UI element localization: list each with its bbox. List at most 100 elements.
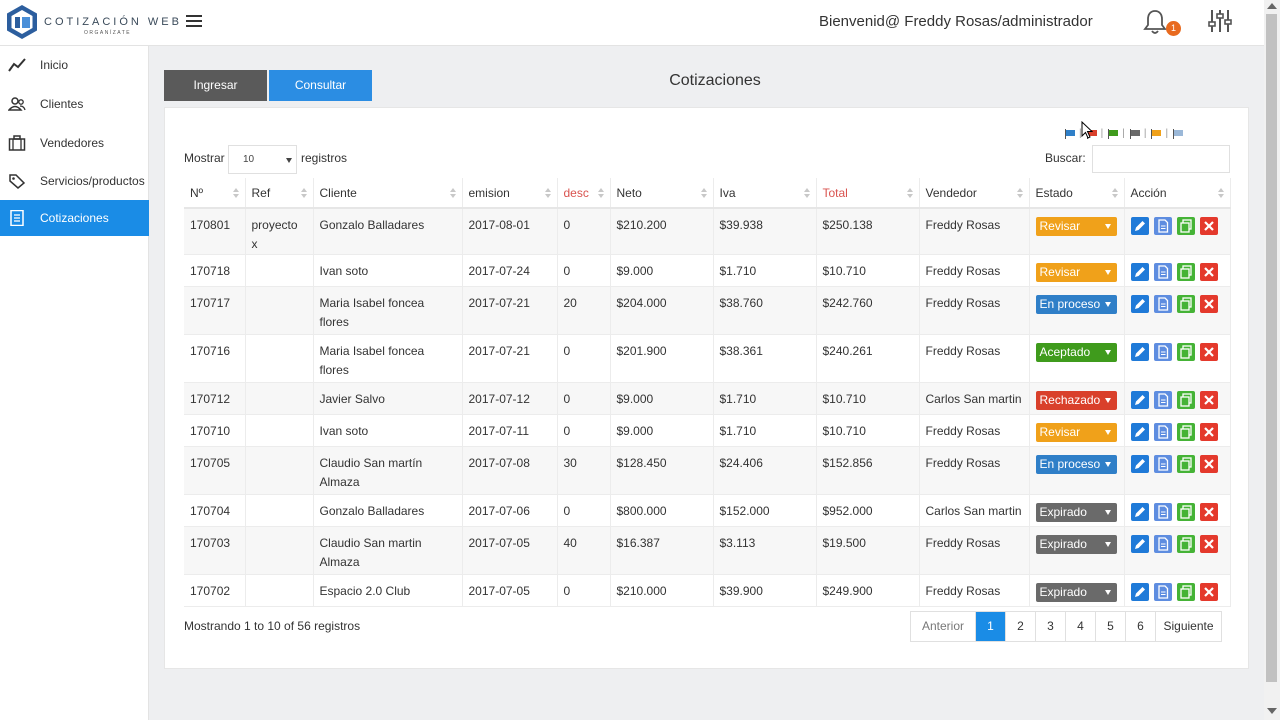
- table-row[interactable]: 170704 Gonzalo Balladares 2017-07-06 0 $800.…: [184, 494, 1231, 527]
- column-header[interactable]: Total: [816, 178, 920, 209]
- table-row[interactable]: 170718 Ivan soto 2017-07-24 0 $9.000 $1.710 $1…: [184, 254, 1231, 287]
- copy-icon[interactable]: [1176, 263, 1195, 281]
- edit-pencil-icon[interactable]: [1130, 295, 1149, 313]
- edit-pencil-icon[interactable]: [1130, 263, 1149, 281]
- pdf-document-icon[interactable]: [1153, 391, 1172, 409]
- delete-x-icon[interactable]: [1199, 217, 1218, 235]
- delete-x-icon[interactable]: [1199, 343, 1218, 361]
- edit-pencil-icon[interactable]: [1130, 217, 1149, 235]
- pagination-page-3[interactable]: 3: [1036, 612, 1066, 641]
- sidebar-item-servicios[interactable]: Servicios/productos: [0, 163, 149, 199]
- sidebar-item-inicio[interactable]: Inicio: [0, 47, 149, 83]
- status-dropdown[interactable]: Expirado: [1035, 503, 1117, 522]
- delete-x-icon[interactable]: [1199, 503, 1218, 521]
- consultar-button[interactable]: Consultar: [269, 70, 372, 101]
- table-row[interactable]: 170801 proyecto x Gonzalo Balladares 2017-0…: [184, 208, 1231, 255]
- sort-arrows-icon[interactable]: [1111, 188, 1118, 200]
- edit-pencil-icon[interactable]: [1130, 503, 1149, 521]
- sort-arrows-icon[interactable]: [300, 188, 307, 200]
- sort-arrows-icon[interactable]: [1217, 188, 1224, 200]
- edit-pencil-icon[interactable]: [1130, 391, 1149, 409]
- column-header[interactable]: Ref: [245, 178, 314, 209]
- page-size-select[interactable]: 10: [228, 145, 297, 174]
- table-row[interactable]: 170712 Javier Salvo 2017-07-12 0 $9.000 $1.71…: [184, 382, 1231, 415]
- delete-x-icon[interactable]: [1199, 423, 1218, 441]
- flag-filter-icon[interactable]: [1063, 128, 1077, 140]
- sort-arrows-icon[interactable]: [906, 188, 913, 200]
- pagination-next-button[interactable]: Siguiente: [1163, 619, 1214, 633]
- copy-icon[interactable]: [1176, 423, 1195, 441]
- pdf-document-icon[interactable]: [1153, 455, 1172, 473]
- column-header[interactable]: desc: [557, 178, 611, 209]
- edit-pencil-icon[interactable]: [1130, 423, 1149, 441]
- scroll-up-arrow-icon[interactable]: [1267, 3, 1277, 9]
- status-dropdown[interactable]: Rechazado: [1035, 391, 1117, 410]
- flag-filter-icon[interactable]: [1128, 128, 1142, 140]
- copy-icon[interactable]: [1176, 295, 1195, 313]
- pagination-page-4[interactable]: 4: [1066, 612, 1096, 641]
- pdf-document-icon[interactable]: [1153, 535, 1172, 553]
- sidebar-item-vendedores[interactable]: Vendedores: [0, 125, 149, 161]
- edit-pencil-icon[interactable]: [1130, 583, 1149, 601]
- column-header[interactable]: emision: [462, 178, 558, 209]
- flag-filter-icon[interactable]: [1149, 128, 1163, 140]
- table-row[interactable]: 170710 Ivan soto 2017-07-11 0 $9.000 $1.710 $1…: [184, 414, 1231, 447]
- sort-arrows-icon[interactable]: [1016, 188, 1023, 200]
- sidebar-item-cotizaciones[interactable]: Cotizaciones: [0, 200, 149, 236]
- delete-x-icon[interactable]: [1199, 391, 1218, 409]
- app-logo[interactable]: COTIZACIÓN WEB ORGANÍZATE: [4, 4, 179, 42]
- copy-icon[interactable]: [1176, 217, 1195, 235]
- status-dropdown[interactable]: Expirado: [1035, 583, 1117, 602]
- status-dropdown[interactable]: Revisar: [1035, 423, 1117, 442]
- delete-x-icon[interactable]: [1199, 535, 1218, 553]
- pdf-document-icon[interactable]: [1153, 503, 1172, 521]
- sort-arrows-icon[interactable]: [803, 188, 810, 200]
- pdf-document-icon[interactable]: [1153, 423, 1172, 441]
- table-row[interactable]: 170705 Claudio San martín Almaza 2017-07-0…: [184, 446, 1231, 495]
- delete-x-icon[interactable]: [1199, 263, 1218, 281]
- edit-pencil-icon[interactable]: [1130, 343, 1149, 361]
- edit-pencil-icon[interactable]: [1130, 455, 1149, 473]
- table-row[interactable]: 170716 Maria Isabel foncea flores 2017-07-…: [184, 334, 1231, 383]
- copy-icon[interactable]: [1176, 391, 1195, 409]
- status-dropdown[interactable]: Revisar: [1035, 217, 1117, 236]
- copy-icon[interactable]: [1176, 343, 1195, 361]
- pagination-page-5[interactable]: 5: [1096, 612, 1126, 641]
- table-row[interactable]: 170717 Maria Isabel foncea flores 2017-07-…: [184, 286, 1231, 335]
- sort-arrows-icon[interactable]: [544, 188, 551, 200]
- delete-x-icon[interactable]: [1199, 455, 1218, 473]
- status-dropdown[interactable]: En proceso: [1035, 455, 1117, 474]
- ingresar-button[interactable]: Ingresar: [164, 70, 267, 101]
- copy-icon[interactable]: [1176, 503, 1195, 521]
- copy-icon[interactable]: [1176, 583, 1195, 601]
- table-row[interactable]: 170703 Claudio San martin Almaza 2017-07-0…: [184, 526, 1231, 575]
- column-header[interactable]: Vendedor: [919, 178, 1030, 209]
- page-scrollbar[interactable]: [1264, 0, 1280, 720]
- column-header[interactable]: Iva: [713, 178, 817, 209]
- flag-filter-icon[interactable]: [1171, 128, 1185, 140]
- pagination-page-2[interactable]: 2: [1006, 612, 1036, 641]
- flag-filter-icon[interactable]: [1106, 128, 1120, 140]
- column-header[interactable]: Acción: [1124, 178, 1231, 209]
- notification-bell-icon[interactable]: [1142, 8, 1168, 36]
- table-row[interactable]: 170702 Espacio 2.0 Club 2017-07-05 0 $210.00…: [184, 574, 1231, 607]
- search-input[interactable]: [1092, 145, 1230, 173]
- pdf-document-icon[interactable]: [1153, 583, 1172, 601]
- column-header[interactable]: Neto: [610, 178, 714, 209]
- column-header[interactable]: Estado: [1029, 178, 1125, 209]
- pdf-document-icon[interactable]: [1153, 295, 1172, 313]
- sort-arrows-icon[interactable]: [700, 188, 707, 200]
- edit-pencil-icon[interactable]: [1130, 535, 1149, 553]
- scroll-down-arrow-icon[interactable]: [1267, 708, 1277, 714]
- settings-sliders-icon[interactable]: [1208, 8, 1232, 34]
- sort-arrows-icon[interactable]: [232, 188, 239, 200]
- pagination-page-6[interactable]: 6: [1126, 612, 1156, 641]
- status-dropdown[interactable]: En proceso: [1035, 295, 1117, 314]
- copy-icon[interactable]: [1176, 535, 1195, 553]
- sort-arrows-icon[interactable]: [597, 188, 604, 200]
- delete-x-icon[interactable]: [1199, 583, 1218, 601]
- menu-toggle-icon[interactable]: [186, 15, 202, 29]
- pdf-document-icon[interactable]: [1153, 217, 1172, 235]
- column-header[interactable]: Cliente: [313, 178, 463, 209]
- pagination-page-1[interactable]: 1: [976, 612, 1006, 641]
